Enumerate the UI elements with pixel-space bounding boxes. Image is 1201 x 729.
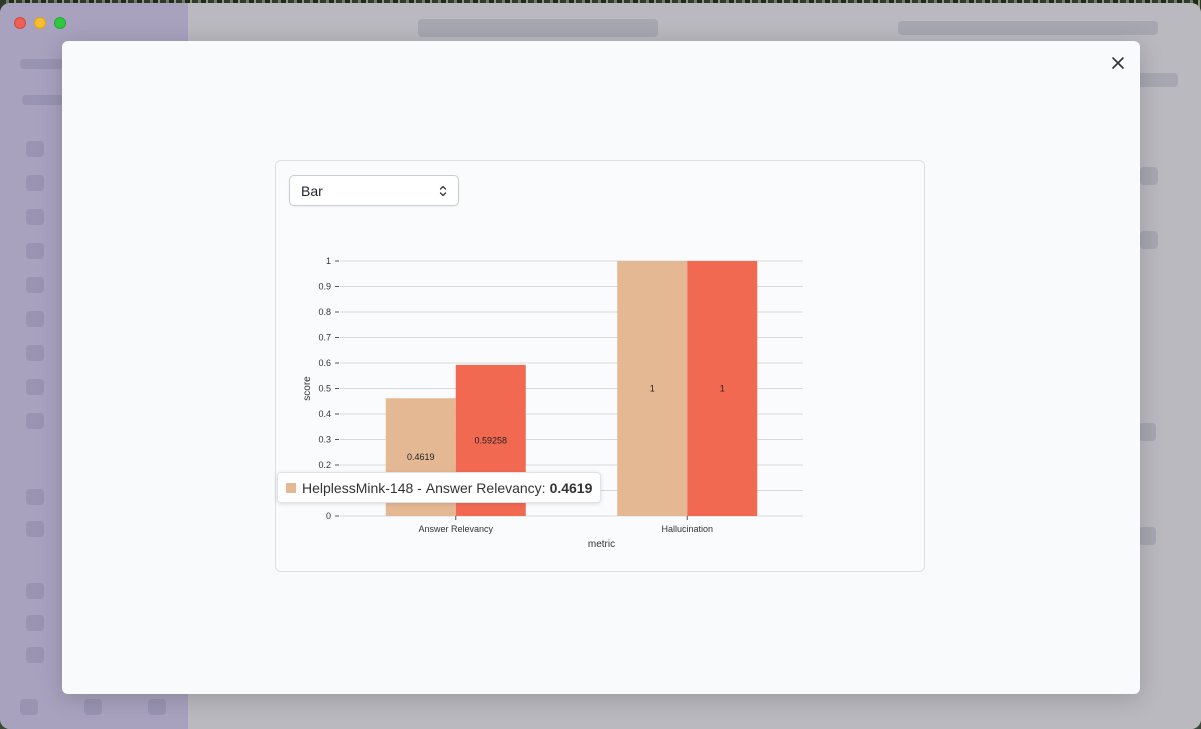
bar-value-label: 0.4619	[407, 452, 435, 462]
y-tick-label: 1	[326, 256, 331, 266]
tooltip-series: HelplessMink-148	[302, 479, 414, 496]
tooltip-swatch	[286, 482, 296, 493]
y-tick-label: 0	[326, 511, 331, 521]
window-close-button[interactable]	[14, 17, 26, 29]
chevron-up-down-icon	[439, 185, 447, 197]
x-tick-label: Answer Relevancy	[418, 524, 493, 534]
y-tick-label: 0.6	[318, 358, 331, 368]
y-tick-label: 0.9	[318, 282, 331, 292]
tooltip-separator: -	[417, 479, 422, 496]
x-tick-label: Hallucination	[661, 524, 713, 534]
close-icon	[1112, 57, 1124, 69]
y-axis-title: score	[302, 376, 313, 401]
bar	[617, 261, 688, 516]
tooltip-category: Answer Relevancy:	[425, 479, 546, 496]
window-minimize-button[interactable]	[34, 17, 46, 29]
y-tick-label: 0.7	[318, 333, 331, 343]
x-axis-title: metric	[588, 539, 615, 550]
bar-value-label: 0.59258	[474, 435, 507, 445]
y-tick-label: 0.8	[318, 307, 331, 317]
chart-type-select[interactable]: Bar	[289, 175, 459, 206]
tooltip-value: 0.4619	[549, 479, 593, 496]
y-tick-label: 0.4	[318, 409, 331, 419]
y-tick-label: 0.5	[318, 384, 331, 394]
window-zoom-button[interactable]	[54, 17, 66, 29]
y-tick-label: 0.3	[318, 435, 331, 445]
chart-tooltip: HelplessMink-148 - Answer Relevancy: 0.4…	[277, 472, 602, 503]
chart-type-value: Bar	[301, 183, 323, 199]
y-tick-label: 0.2	[318, 460, 331, 470]
close-button[interactable]	[1108, 53, 1128, 73]
bar	[687, 261, 758, 516]
bar-value-label: 1	[650, 384, 655, 394]
bar-value-label: 1	[720, 384, 725, 394]
